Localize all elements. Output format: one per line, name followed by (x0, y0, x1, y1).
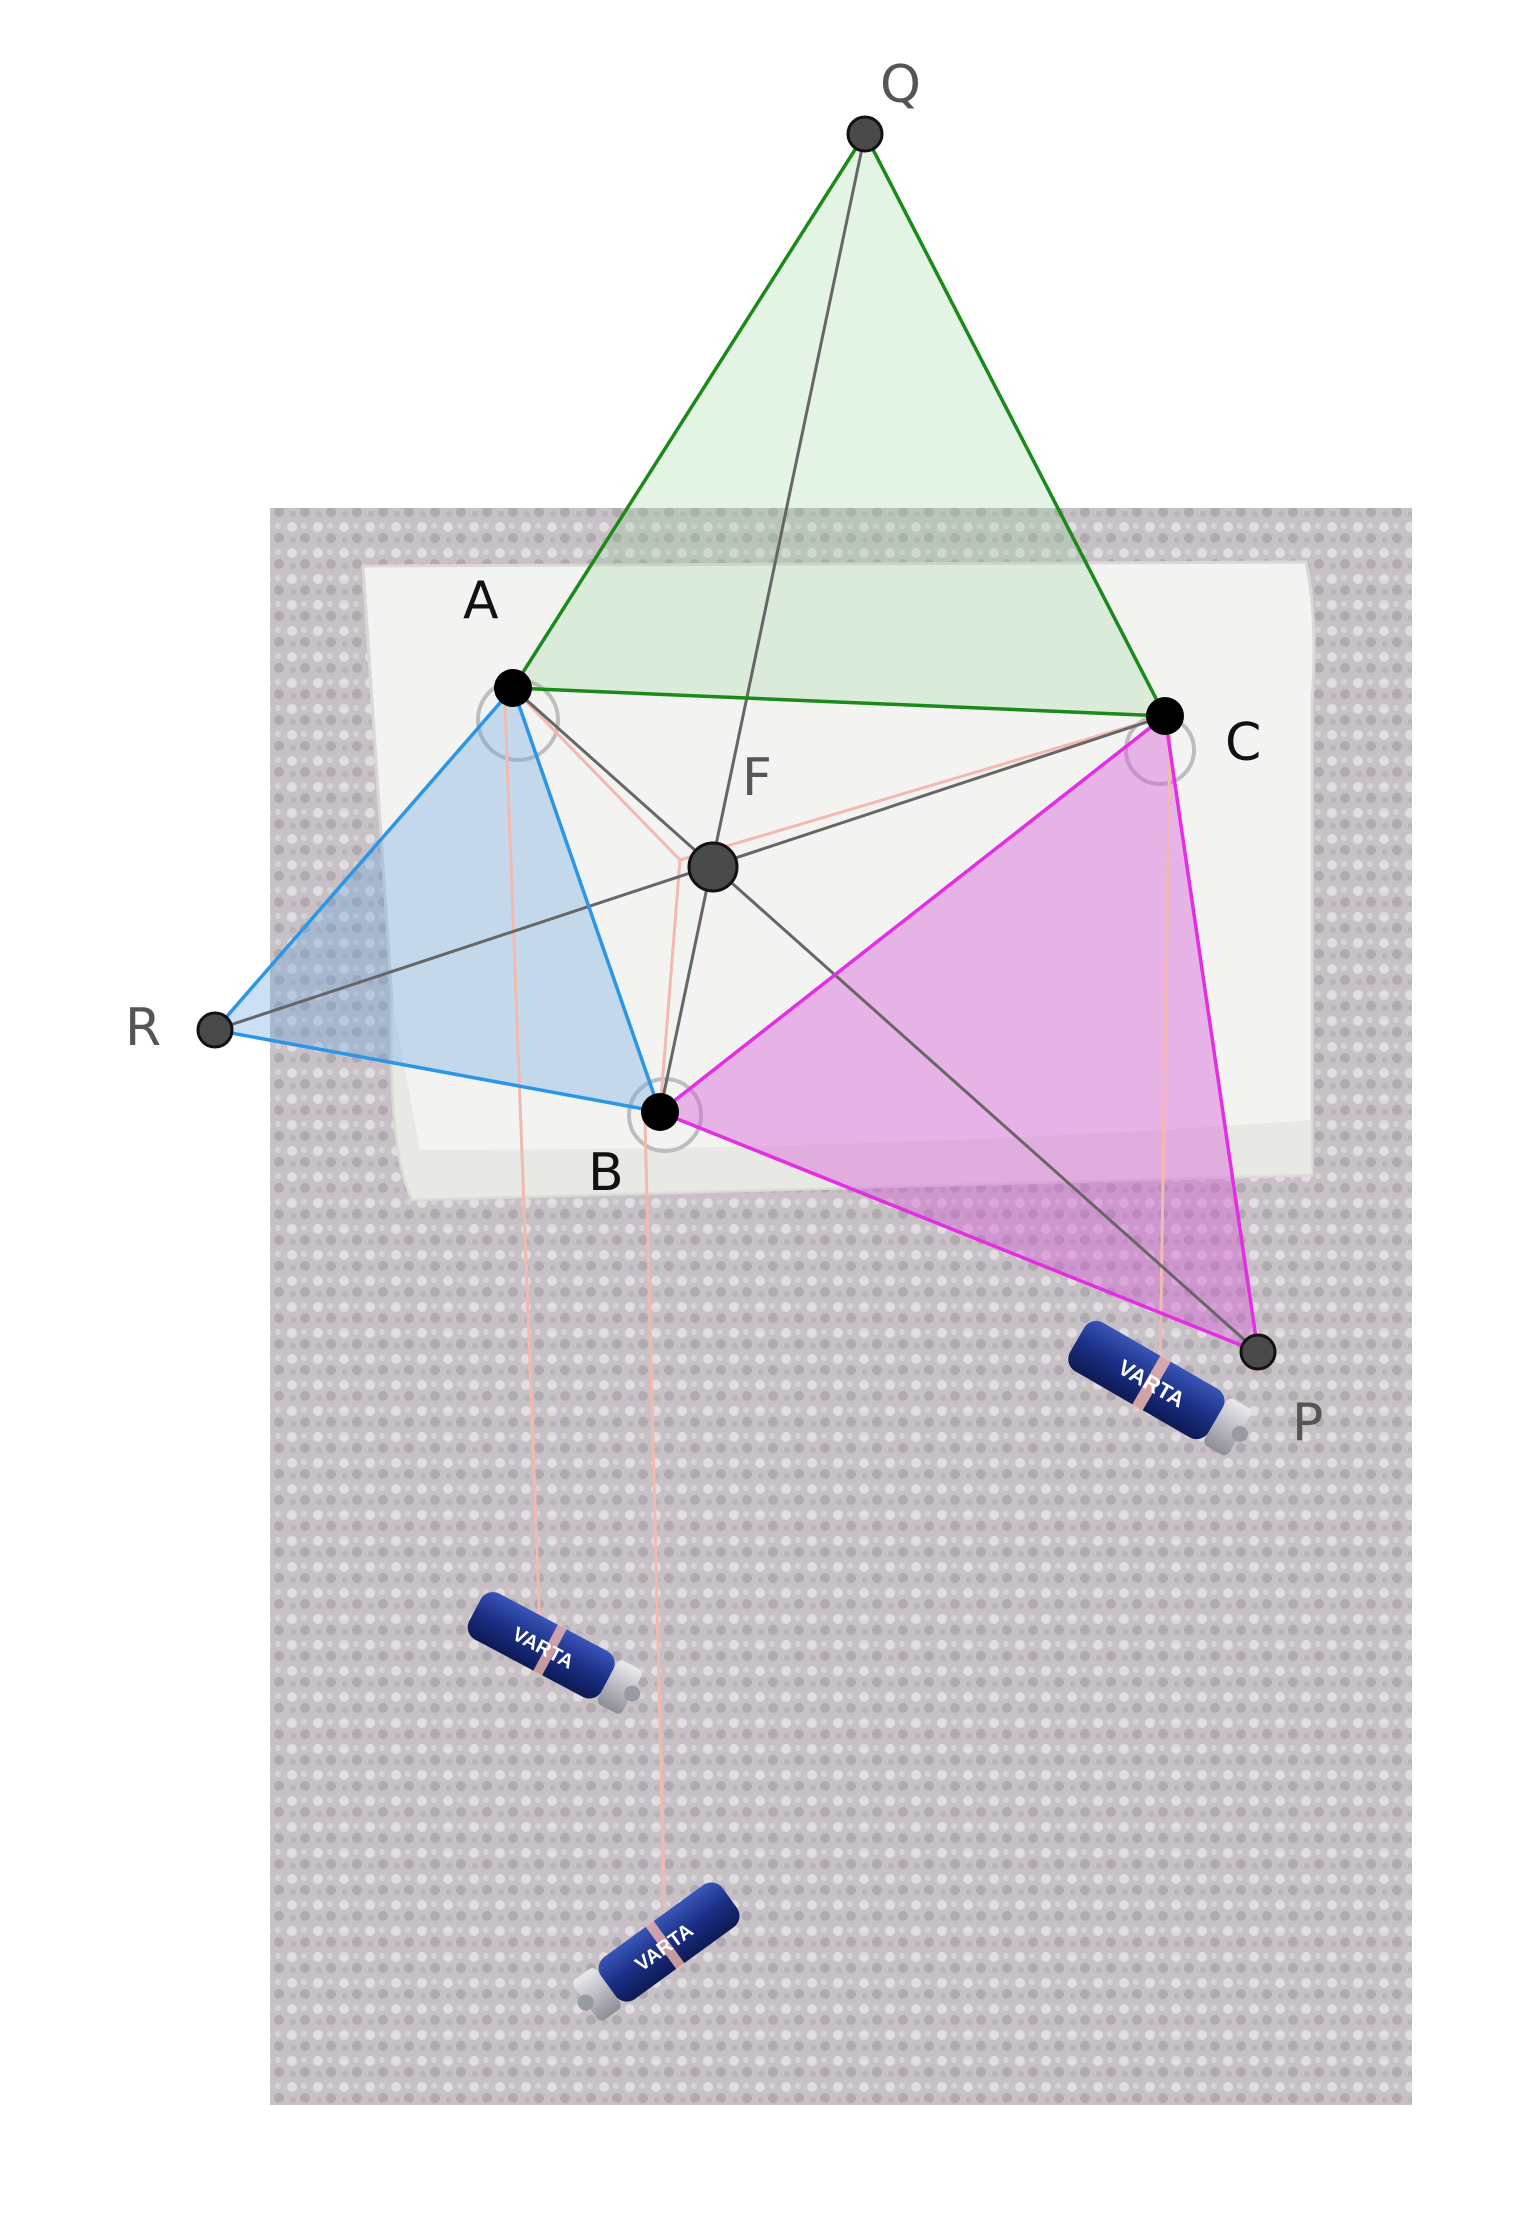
line-AP (512, 686, 1259, 1354)
battery-icon: VARTA (467, 1592, 642, 1714)
point-C (1146, 697, 1184, 735)
wall-photo (270, 508, 1412, 2105)
label-F: F (742, 748, 772, 808)
label-B: B (588, 1143, 624, 1203)
triangle-AQC-fill (513, 134, 1165, 716)
triangle-AQC-edges (511, 133, 1167, 718)
point-R (196, 1011, 234, 1049)
point-Q (846, 115, 884, 153)
line-QB (658, 133, 867, 1113)
point-F (687, 841, 739, 893)
point-A (494, 669, 532, 707)
label-C: C (1225, 713, 1261, 773)
label-R: R (125, 998, 161, 1058)
strings (503, 686, 1172, 1926)
point-B (641, 1093, 679, 1131)
label-A: A (463, 571, 499, 631)
triangle-BCP-fill (660, 716, 1258, 1352)
triangle-BCP-edges (658, 714, 1260, 1354)
battery-icon: VARTA (573, 1882, 740, 2021)
label-Q: Q (880, 55, 921, 115)
label-P: P (1292, 1393, 1323, 1453)
triangle-ARB-edges (213, 686, 662, 1114)
point-P (1239, 1333, 1277, 1371)
